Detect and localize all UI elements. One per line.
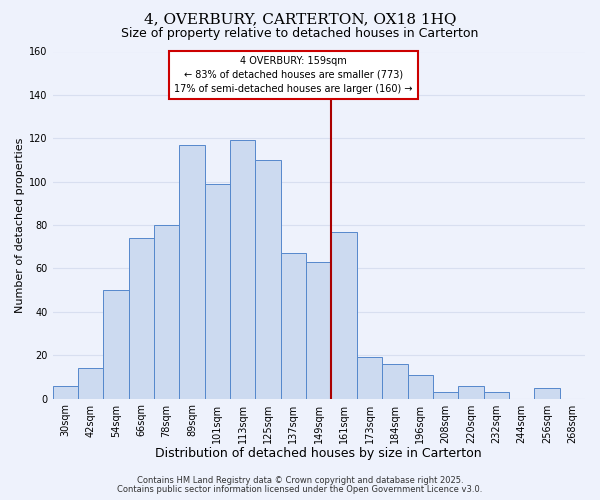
Y-axis label: Number of detached properties: Number of detached properties — [15, 138, 25, 312]
Text: Contains HM Land Registry data © Crown copyright and database right 2025.: Contains HM Land Registry data © Crown c… — [137, 476, 463, 485]
Bar — [306, 262, 331, 398]
Bar — [357, 358, 382, 399]
Bar — [230, 140, 256, 398]
Bar — [179, 145, 205, 399]
Text: Contains public sector information licensed under the Open Government Licence v3: Contains public sector information licen… — [118, 485, 482, 494]
Bar — [256, 160, 281, 398]
Text: 4 OVERBURY: 159sqm
← 83% of detached houses are smaller (773)
17% of semi-detach: 4 OVERBURY: 159sqm ← 83% of detached hou… — [174, 56, 413, 94]
Bar — [458, 386, 484, 398]
Bar — [103, 290, 128, 399]
Bar — [205, 184, 230, 398]
Bar — [53, 386, 78, 398]
Text: Size of property relative to detached houses in Carterton: Size of property relative to detached ho… — [121, 28, 479, 40]
Bar — [407, 374, 433, 398]
Bar — [534, 388, 560, 398]
Bar — [78, 368, 103, 398]
Text: 4, OVERBURY, CARTERTON, OX18 1HQ: 4, OVERBURY, CARTERTON, OX18 1HQ — [144, 12, 456, 26]
Bar — [154, 225, 179, 398]
Bar — [128, 238, 154, 398]
Bar — [433, 392, 458, 398]
Bar — [331, 232, 357, 398]
Bar — [484, 392, 509, 398]
Bar — [382, 364, 407, 398]
X-axis label: Distribution of detached houses by size in Carterton: Distribution of detached houses by size … — [155, 447, 482, 460]
Bar — [281, 254, 306, 398]
